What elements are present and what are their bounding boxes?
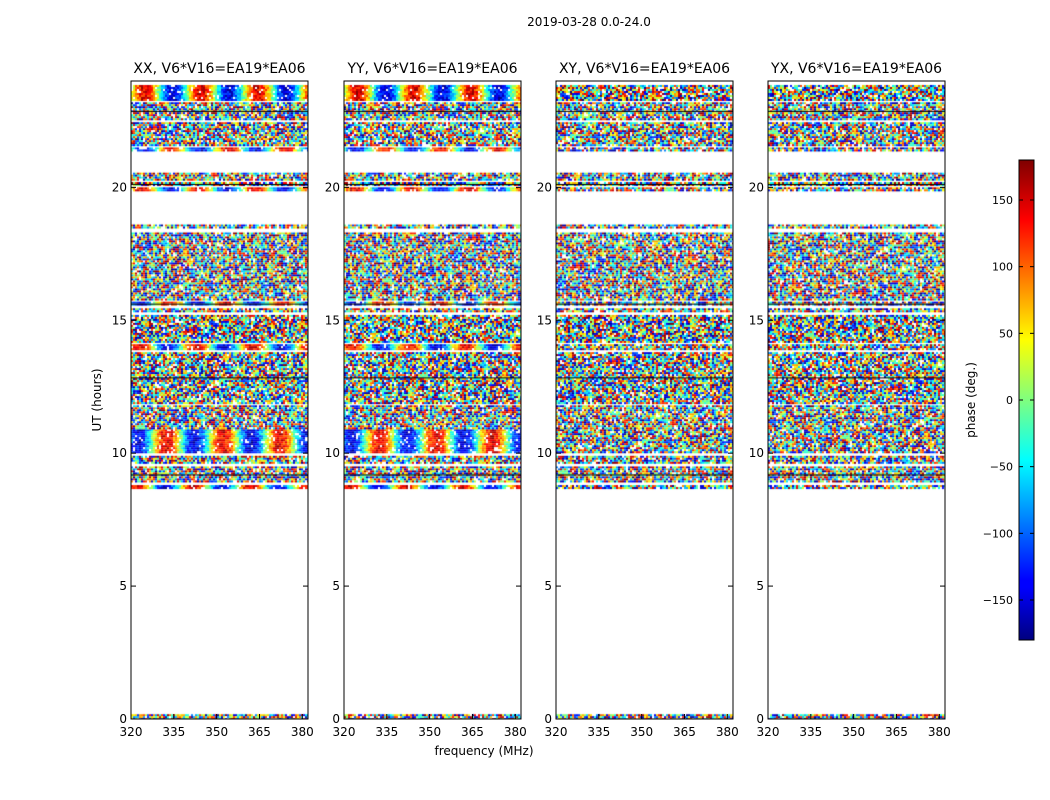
x-axis-label: frequency (MHz) — [434, 744, 533, 758]
x-tick-label: 320 — [333, 725, 356, 739]
y-tick-label: 15 — [749, 313, 764, 327]
x-tick-label: 380 — [716, 725, 739, 739]
y-tick-label: 0 — [332, 712, 340, 726]
colorbar-tick-label: 100 — [992, 261, 1013, 274]
x-tick-label: 380 — [928, 725, 951, 739]
y-tick-label: 5 — [756, 579, 764, 593]
panel-heatmap — [556, 81, 733, 719]
panel-heatmap — [131, 81, 308, 719]
panel-title: YX, V6*V16=EA19*EA06 — [770, 61, 942, 77]
y-tick-label: 20 — [537, 180, 552, 194]
colorbar-tick-label: −50 — [990, 461, 1013, 474]
x-tick-label: 335 — [375, 725, 398, 739]
y-tick-label: 20 — [325, 180, 340, 194]
colorbar-tick-label: −150 — [983, 594, 1013, 607]
colorbar-label: phase (deg.) — [964, 362, 978, 438]
x-tick-label: 350 — [630, 725, 653, 739]
y-axis-label: UT (hours) — [90, 368, 104, 431]
heatmap-canvas — [768, 81, 945, 719]
panel-heatmap — [344, 81, 521, 719]
x-tick-label: 380 — [504, 725, 527, 739]
colorbar-tick-label: −100 — [983, 527, 1013, 540]
x-tick-label: 365 — [673, 725, 696, 739]
panel-frame — [767, 80, 946, 720]
x-tick-label: 365 — [461, 725, 484, 739]
y-tick-label: 0 — [119, 712, 127, 726]
y-tick-label: 20 — [112, 180, 127, 194]
x-tick-label: 350 — [842, 725, 865, 739]
colorbar-tick-label: 150 — [992, 194, 1013, 207]
y-tick-label: 10 — [749, 446, 764, 460]
y-tick-label: 15 — [112, 313, 127, 327]
x-tick-label: 320 — [757, 725, 780, 739]
y-tick-label: 0 — [544, 712, 552, 726]
x-tick-label: 365 — [248, 725, 271, 739]
colorbar: 150 100 50 0 −50 −100 −150 phase (deg.) — [964, 159, 1035, 641]
panel-frame — [130, 80, 309, 720]
y-tick-label: 0 — [756, 712, 764, 726]
panel-title: YY, V6*V16=EA19*EA06 — [346, 61, 517, 77]
panel-frame — [343, 80, 522, 720]
panel-heatmap — [768, 81, 945, 719]
colorbar-tick-label: 0 — [1006, 394, 1013, 407]
x-tick-label: 320 — [545, 725, 568, 739]
y-tick-label: 15 — [325, 313, 340, 327]
y-tick-label: 20 — [749, 180, 764, 194]
colorbar-tick-label: 50 — [999, 327, 1013, 340]
y-tick-label: 10 — [537, 446, 552, 460]
y-tick-label: 10 — [325, 446, 340, 460]
x-tick-label: 380 — [291, 725, 314, 739]
heatmap-canvas — [556, 81, 733, 719]
y-tick-label: 5 — [544, 579, 552, 593]
y-tick-label: 5 — [119, 579, 127, 593]
x-tick-label: 320 — [120, 725, 143, 739]
panel-frame — [555, 80, 734, 720]
figure-suptitle: 2019-03-28 0.0-24.0 — [527, 15, 651, 29]
x-tick-label: 335 — [799, 725, 822, 739]
panel-title: XY, V6*V16=EA19*EA06 — [559, 61, 730, 77]
x-tick-label: 350 — [418, 725, 441, 739]
heatmap-canvas — [131, 81, 308, 719]
y-tick-label: 10 — [112, 446, 127, 460]
x-tick-label: 365 — [885, 725, 908, 739]
x-tick-label: 335 — [162, 725, 185, 739]
panel-xy: XY, V6*V16=EA19*EA06 0 5 10 15 20 320 335 350 365… — [537, 61, 739, 739]
panel-yy: YY, V6*V16=EA19*EA06 0 5 10 15 20 320 335 350 365… — [325, 61, 527, 739]
colorbar-ticks: 150 100 50 0 −50 −100 −150 — [983, 194, 1034, 607]
panel-title: XX, V6*V16=EA19*EA06 — [133, 61, 305, 77]
y-tick-label: 5 — [332, 579, 340, 593]
panel-xx: XX, V6*V16=EA19*EA06 0 5 10 15 20 320 335 350 365… — [112, 61, 314, 739]
heatmap-canvas — [344, 81, 521, 719]
y-tick-label: 15 — [537, 313, 552, 327]
panels-layer: XX, V6*V16=EA19*EA06 0 5 10 15 20 320 335 350 365… — [112, 61, 951, 739]
panel-yx: YX, V6*V16=EA19*EA06 0 5 10 15 20 320 335 350 365… — [749, 61, 951, 739]
x-tick-label: 335 — [587, 725, 610, 739]
x-tick-label: 350 — [205, 725, 228, 739]
